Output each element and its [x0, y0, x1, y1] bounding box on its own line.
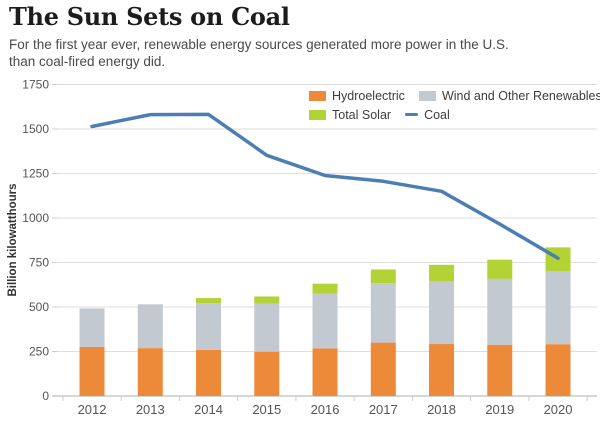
- x-tick-label: 2018: [427, 402, 456, 417]
- y-tick-label: 1750: [22, 78, 49, 92]
- x-tick-label: 2015: [252, 402, 281, 417]
- bar-segment-hydro-2014: [196, 349, 222, 396]
- legend-row: Hydroelectric Wind and Other Renewables: [309, 88, 600, 103]
- bar-segment-wind-2018: [429, 281, 455, 345]
- bar-segment-wind-2014: [196, 303, 222, 350]
- x-tick-label: 2013: [136, 402, 165, 417]
- bar-segment-solar-2016: [312, 283, 338, 294]
- y-tick-label: 500: [29, 300, 49, 314]
- y-tick-label: 1250: [22, 167, 49, 181]
- bar-segment-wind-2016: [312, 293, 338, 349]
- legend-row: Total Solar Coal: [309, 107, 600, 122]
- coal-line-swatch-icon: [405, 112, 419, 117]
- legend-label: Total Solar: [332, 107, 392, 122]
- bar-segment-wind-2012: [79, 308, 105, 347]
- bar-segment-wind-2020: [545, 271, 571, 345]
- legend-label: Coal: [424, 107, 450, 122]
- x-tick-label: 2012: [78, 402, 107, 417]
- bar-segment-hydro-2015: [254, 351, 280, 396]
- bar-segment-hydro-2016: [312, 348, 338, 396]
- x-tick-label: 2017: [369, 402, 398, 417]
- bar-segment-wind-2013: [137, 304, 163, 349]
- bar-segment-hydro-2017: [370, 342, 396, 396]
- y-axis-title: Billion kilowatthours: [7, 183, 19, 296]
- legend-label: Wind and Other Renewables: [441, 88, 600, 103]
- legend-item-solar: Total Solar: [309, 108, 391, 122]
- bar-segment-hydro-2019: [487, 344, 513, 396]
- x-tick-label: 2014: [194, 402, 223, 417]
- bar-segment-hydro-2018: [429, 344, 455, 396]
- chart-area: 0 250 500 750 1000 1250 1500 1750 2012 2013 2014 20…: [0, 72, 600, 427]
- chart-subtitle: For the first year ever, renewable energ…: [9, 37, 509, 69]
- bar-segment-solar-2014: [196, 298, 222, 304]
- chart-canvas: 0 250 500 750 1000 1250 1500 1750 2012 2013 2014 20…: [7, 78, 597, 417]
- hydroelectric-swatch-icon: [309, 90, 326, 101]
- bar-segment-wind-2015: [254, 303, 280, 352]
- y-tick-label: 250: [29, 345, 49, 359]
- y-tick-label: 750: [29, 256, 49, 270]
- bar-segment-solar-2017: [370, 269, 396, 284]
- chart-title: The Sun Sets on Coal: [9, 2, 290, 31]
- x-tick-label: 2019: [485, 402, 514, 417]
- y-tick-label: 1000: [22, 211, 49, 225]
- bar-segment-solar-2015: [254, 296, 280, 304]
- x-tick-label: 2016: [311, 402, 340, 417]
- x-tick-label: 2020: [544, 402, 573, 417]
- bar-segment-wind-2019: [487, 278, 513, 345]
- bar-segment-hydro-2020: [545, 344, 571, 396]
- wind-swatch-icon: [418, 90, 436, 101]
- solar-swatch-icon: [309, 109, 326, 120]
- legend-item-coal: Coal: [405, 108, 450, 122]
- coal-line: [90, 112, 560, 260]
- legend-item-hydroelectric: Hydroelectric: [309, 89, 405, 103]
- bar-segment-hydro-2012: [79, 346, 105, 396]
- legend: Hydroelectric Wind and Other Renewables …: [309, 88, 600, 122]
- bar-segment-solar-2018: [429, 264, 455, 282]
- legend-label: Hydroelectric: [332, 88, 405, 103]
- bar-segment-wind-2017: [370, 283, 396, 343]
- bar-segment-solar-2019: [487, 259, 513, 279]
- legend-item-wind: Wind and Other Renewables: [418, 88, 600, 103]
- y-tick-label: 1500: [22, 122, 49, 136]
- y-tick-label: 0: [42, 389, 49, 403]
- bar-segment-hydro-2013: [137, 348, 163, 396]
